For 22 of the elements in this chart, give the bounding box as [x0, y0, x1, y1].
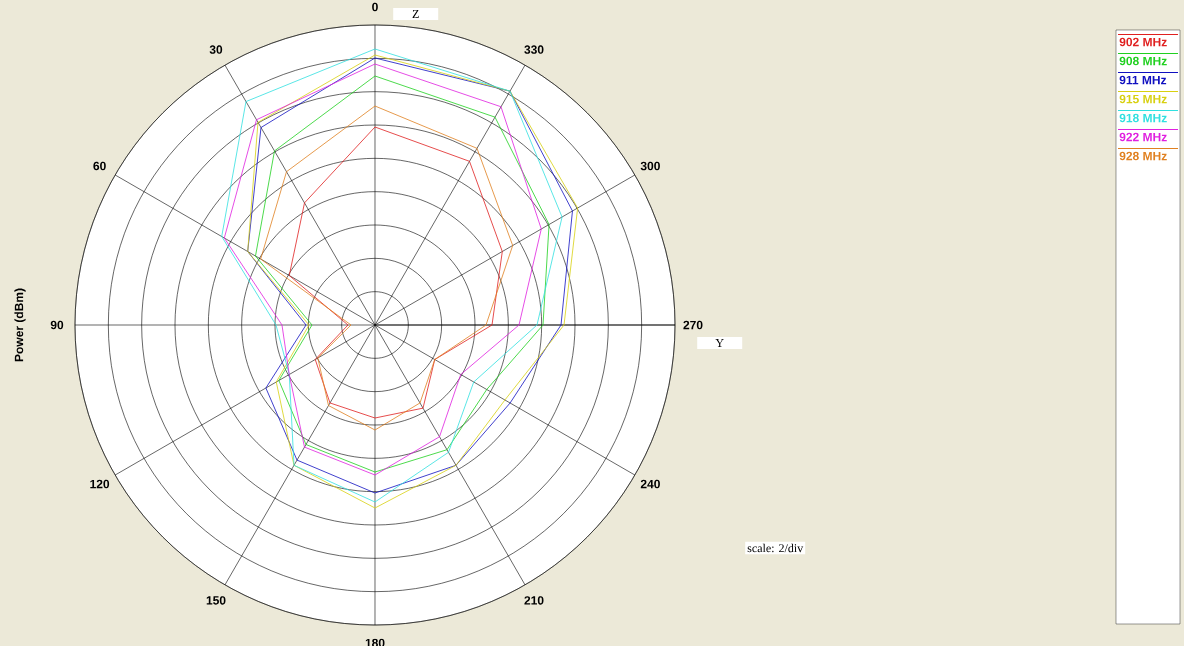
- spoke-label: 300: [640, 161, 660, 171]
- legend-label: 908 MHz: [1119, 56, 1167, 66]
- text: Power (dBm): [14, 288, 26, 362]
- spoke-label: 240: [640, 479, 660, 489]
- legend-label: 915 MHz: [1119, 94, 1167, 104]
- spoke-label: 210: [524, 596, 544, 605]
- spoke-label: 150: [206, 596, 226, 605]
- text: Z: [412, 10, 419, 18]
- legend-label: 928 MHz: [1119, 151, 1167, 161]
- legend-label: 911 MHz: [1119, 75, 1167, 85]
- spoke-label: 30: [209, 45, 223, 54]
- legend-label: 902 MHz: [1119, 37, 1167, 47]
- text: scale: 2/div: [747, 543, 804, 553]
- spoke-label: 120: [90, 479, 110, 489]
- spoke-label: 330: [524, 45, 544, 54]
- spoke-label: 270: [683, 320, 703, 330]
- spoke-label: 60: [93, 161, 106, 171]
- legend-label: 922 MHz: [1119, 132, 1167, 142]
- spoke-label: 90: [50, 320, 64, 330]
- text: Y: [715, 339, 724, 347]
- spoke-label: 0: [372, 2, 378, 12]
- legend-label: 918 MHz: [1119, 113, 1167, 123]
